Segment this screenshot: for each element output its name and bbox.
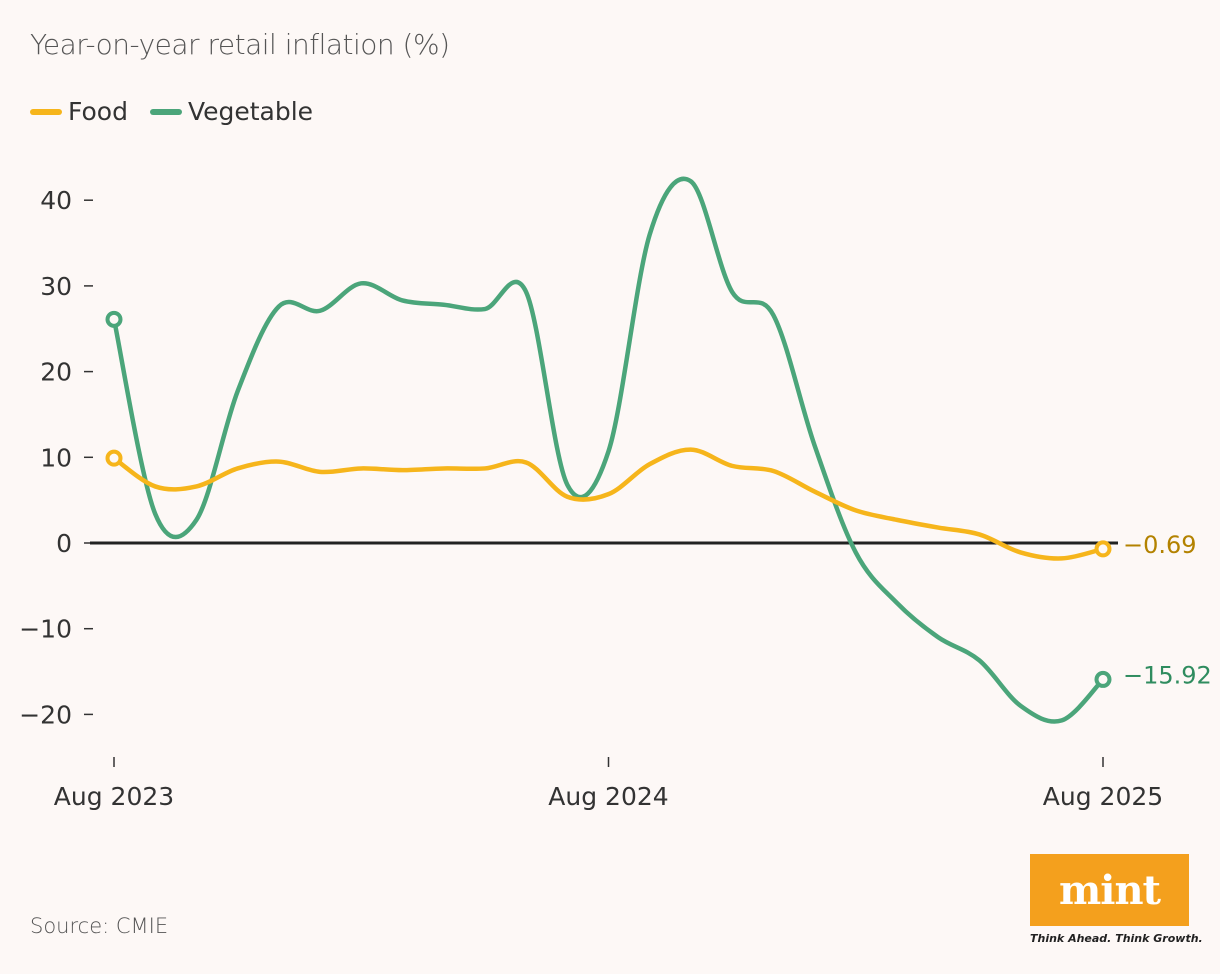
series-line-food	[111, 447, 1106, 561]
legend-swatch-vegetable	[149, 108, 182, 115]
start-point-food	[105, 449, 123, 467]
source-note: Source: CMIE	[30, 914, 169, 938]
y-tick-label: 40	[40, 186, 72, 215]
y-tick-label: 10	[40, 443, 72, 472]
y-tick-label: −20	[19, 700, 72, 729]
end-label-food: −0.69	[1123, 531, 1197, 559]
start-point-vegetable	[105, 310, 123, 328]
chart-title: Year-on-year retail inflation (%)	[30, 28, 450, 61]
legend-label-food: Food	[68, 97, 128, 126]
series-line-vegetable	[111, 176, 1106, 724]
x-tick-label: Aug 2024	[548, 782, 668, 811]
mint-logo: mint	[1030, 854, 1189, 926]
legend-item-vegetable: Vegetable	[149, 97, 314, 126]
end-point-food	[1094, 540, 1112, 558]
legend-item-food: Food	[30, 97, 128, 126]
y-tick-label: −10	[19, 615, 72, 644]
legend-label-vegetable: Vegetable	[187, 97, 314, 126]
end-point-vegetable	[1094, 670, 1112, 688]
legend: Food Vegetable	[30, 97, 313, 126]
logo-tagline: Think Ahead. Think Growth.	[1030, 932, 1203, 945]
y-tick-label: 30	[40, 272, 72, 301]
x-tick-label: Aug 2025	[1043, 782, 1163, 811]
legend-swatch-food	[30, 108, 62, 115]
y-tick-label: 0	[56, 529, 72, 558]
end-label-vegetable: −15.92	[1123, 661, 1212, 689]
y-tick-label: 20	[40, 358, 72, 387]
x-tick-label: Aug 2023	[54, 782, 174, 811]
logo-text: mint	[1058, 866, 1161, 914]
